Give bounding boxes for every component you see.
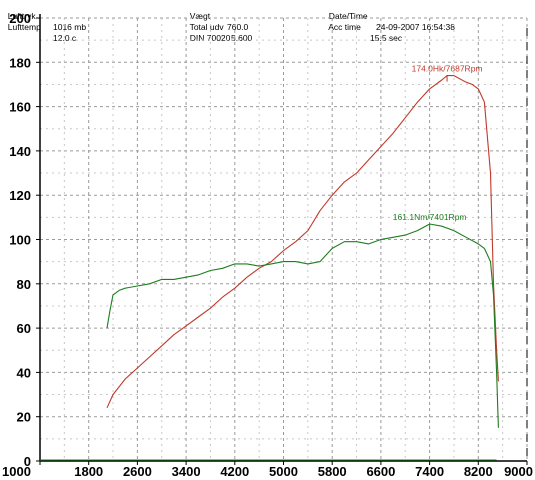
total-udv-value: 5.600 <box>231 33 253 43</box>
y-tick-label-120: 120 <box>9 188 31 203</box>
y-tick-label-20: 20 <box>17 410 31 425</box>
y-tick-label-0: 0 <box>24 454 31 469</box>
acc-time-value: 15.5 sec <box>370 33 403 43</box>
y-tick-label-180: 180 <box>9 55 31 70</box>
x-tick-label-6600: 6600 <box>366 464 395 479</box>
weight-value: 760.0 <box>227 22 249 32</box>
air-pressure-label: Lufttryk <box>7 11 36 21</box>
air-temp-value: 12.0 c <box>53 33 77 43</box>
y-tick-label-200: 200 <box>9 11 31 26</box>
annotations: 174.0Hk/7687Rpm 161.1Nm/7401Rpm <box>393 64 483 230</box>
series-lines <box>40 75 499 461</box>
x-tick-label-1000: 1000 <box>2 464 31 479</box>
din-label: DIN 70020 <box>189 33 231 43</box>
series-line-power <box>106 75 499 409</box>
y-tick-label-160: 160 <box>9 100 31 115</box>
air-temp-label: Lufttemp <box>7 22 41 32</box>
header-air-pressure: Lufttryk 1016 mb <box>3 0 86 33</box>
x-tick-label-5000: 5000 <box>269 464 298 479</box>
header-datetime: Date/Time 24-09-2007 16:54:38 <box>324 0 455 33</box>
datetime-label: Date/Time <box>328 11 368 21</box>
header-total-udv: Total udv 5.600 <box>185 11 253 44</box>
datetime-value: 24-09-2007 16:54:38 <box>376 22 455 32</box>
tick-labels: 0 20 40 60 80 100 120 140 160 180 200 1000 1800 2600 3… <box>2 11 533 479</box>
air-pressure-value: 1016 mb <box>53 22 87 32</box>
y-tick-label-40: 40 <box>17 365 31 380</box>
axes <box>36 14 528 465</box>
y-tick-label-80: 80 <box>17 277 31 292</box>
header-weight: Vægt 760.0 <box>185 0 249 33</box>
y-tick-label-100: 100 <box>9 233 31 248</box>
y-tick-label-140: 140 <box>9 144 31 159</box>
header-din: DIN 70020 <box>185 22 231 44</box>
x-tick-label-9000: 9000 <box>504 464 533 479</box>
header-air-temp: Lufttemp 12.0 c <box>3 11 76 44</box>
annotation-label-torque: 161.1Nm/7401Rpm <box>393 212 467 222</box>
x-tick-label-8200: 8200 <box>464 464 493 479</box>
header-acc-time: Acc time 15.5 sec <box>324 11 402 44</box>
x-tick-label-7400: 7400 <box>415 464 444 479</box>
annotation-label-power: 174.0Hk/7687Rpm <box>412 64 483 74</box>
x-tick-label-2600: 2600 <box>123 464 152 479</box>
x-tick-label-4200: 4200 <box>220 464 249 479</box>
series-line-torque <box>106 223 499 428</box>
total-udv-label: Total udv <box>189 22 224 32</box>
x-tick-label-1800: 1800 <box>74 464 103 479</box>
x-tick-label-3400: 3400 <box>172 464 201 479</box>
y-tick-label-60: 60 <box>17 321 31 336</box>
acc-time-label: Acc time <box>328 22 361 32</box>
weight-label: Vægt <box>189 11 211 21</box>
x-tick-label-5800: 5800 <box>318 464 347 479</box>
